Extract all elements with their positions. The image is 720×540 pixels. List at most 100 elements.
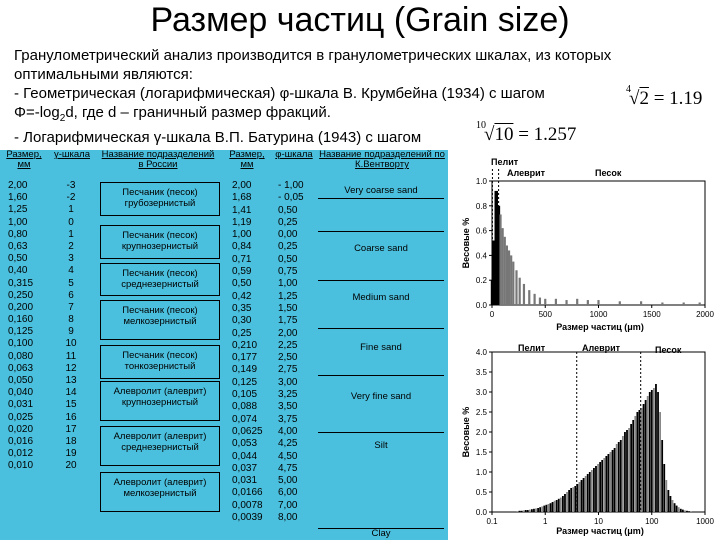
histogram-bar (520, 510, 523, 512)
histogram-bar (688, 511, 690, 512)
size-left-cell: 0,025 (8, 411, 34, 423)
histogram-bar (667, 490, 670, 512)
size-right-cell: 0,42 (232, 290, 252, 302)
gamma-cell: 16 (65, 411, 77, 423)
region-label-sand: Песок (595, 168, 622, 178)
histogram-bar (673, 503, 676, 512)
histogram-bar (582, 478, 585, 512)
size-right-cell: 0,0166 (232, 487, 263, 499)
gamma-cell: 14 (65, 387, 77, 399)
phi-cell: 3,50 (278, 401, 298, 413)
header-names-en: Название подразделений по К.Вентворту (319, 149, 445, 170)
histogram-bar (578, 482, 581, 512)
histogram-bar (507, 250, 511, 305)
histogram-bar (640, 408, 643, 512)
histogram-bar (568, 490, 571, 512)
histogram-bar (518, 510, 521, 512)
en-divider (318, 432, 444, 433)
en-label-clay: Clay (371, 528, 391, 539)
y-tick-label: 0.6 (476, 227, 488, 236)
histogram-bar (545, 504, 548, 512)
ru-group-line2: мелкозернистый (123, 316, 197, 327)
column-phi: - 1,00- 0,05 0,50 0,25 0,00 0,25 0,50 0,75 1,00… (278, 180, 304, 524)
intro-line-1: Гранулометрический анализ производится в… (14, 47, 612, 64)
histogram-bar (690, 511, 693, 512)
size-right-cell: 0,210 (232, 339, 258, 351)
phi-cell: 4,50 (278, 450, 298, 462)
phi-cell: 0,50 (278, 253, 298, 265)
phi-cell: 0,50 (278, 204, 298, 216)
phi-cell: 1,00 (278, 278, 298, 290)
size-left-cell: 1,60 (8, 192, 28, 204)
x-axis-label: Размер частиц (μm) (556, 322, 644, 332)
histogram-bar (574, 486, 577, 512)
x-tick-label: 1000 (696, 517, 714, 526)
histogram-bar (492, 240, 496, 305)
histogram-bar (503, 236, 506, 305)
x-tick-label: 1500 (643, 310, 661, 319)
region-label-silt: Алеврит (582, 343, 621, 353)
histogram-bar (533, 508, 535, 512)
y-tick-label: 2.0 (476, 428, 488, 437)
x-tick-label: 0.1 (486, 517, 498, 526)
histogram-bar (515, 270, 518, 305)
histogram-bar (551, 502, 554, 512)
histogram-bar (528, 509, 531, 512)
size-left-cell: 0,125 (8, 326, 34, 338)
column-gamma: -3 -2 1 0 1 2 3 4 5 6 7 8 9 10 11 12 13 14 15 16 17 18 19 20 (62, 180, 80, 473)
gamma-cell: 7 (68, 301, 74, 313)
en-label-very-fine-sand: Very fine sand (350, 391, 412, 402)
ru-group-line2: мелкозернистый (123, 488, 197, 499)
en-divider (318, 231, 444, 232)
phi-cell: 2,75 (278, 364, 298, 376)
histogram-bar (597, 300, 600, 305)
histogram-bar (584, 476, 587, 512)
ru-group-line1: Песчаник (песок) (122, 350, 198, 361)
size-left-cell: 0,080 (8, 350, 34, 362)
y-tick-label: 0.0 (476, 301, 488, 310)
histogram-bar (576, 298, 579, 305)
size-right-cell: 0,149 (232, 364, 258, 376)
phi-cell: 0,25 (278, 216, 298, 228)
histogram-bar (494, 190, 499, 305)
ru-group-box: Алевролит (алеврит) крупнозернистый (100, 381, 220, 421)
histogram-bar (698, 302, 701, 305)
ru-group-box: Песчаник (песок) грубозернистый (100, 182, 220, 216)
histogram-bar (615, 444, 618, 512)
x-tick-label: 1000 (590, 310, 608, 319)
histogram-bar (564, 494, 566, 512)
histogram-bar (516, 511, 519, 512)
histogram-bar (586, 300, 589, 305)
histogram-bar (544, 298, 547, 305)
histogram-bar (588, 472, 591, 512)
size-left-cell: 0,012 (8, 448, 34, 460)
histogram-bar (555, 500, 558, 512)
histogram-bar (557, 498, 560, 512)
phi-cell: 3,00 (278, 376, 298, 388)
histogram-bar (518, 277, 521, 305)
histogram-bar (576, 484, 579, 512)
y-axis-label: Весовые % (461, 218, 471, 269)
histogram-bar (626, 430, 628, 512)
histogram-bar (652, 388, 655, 512)
header-gamma: γ-шкала (53, 149, 90, 160)
gamma-cell: 17 (65, 423, 77, 435)
histogram-bar (538, 297, 542, 305)
ru-group-line1: Алевролит (алеврит) (113, 431, 207, 442)
intro-line-4: Φ=-log2d, где d – граничный размер фракц… (14, 103, 624, 128)
en-divider (318, 528, 444, 529)
size-right-cell: 1,19 (232, 216, 252, 228)
size-left-cell: 0,063 (8, 362, 34, 374)
size-left-cell: 0,50 (8, 253, 28, 265)
size-right-cell: 0,30 (232, 315, 252, 327)
y-tick-label: 1.0 (476, 468, 488, 477)
phi-cell: 3,25 (278, 389, 298, 401)
histogram-bar (632, 420, 635, 512)
ru-group-box: Песчаник (песок) среднезернистый (100, 263, 220, 296)
gamma-cell: 5 (68, 277, 74, 289)
histogram-bar (636, 412, 639, 512)
grain-size-histogram-linear: 0.0 0.2 0.4 0.6 0.8 1.0 0 500 1000 1500 2000 ПелитА… (461, 157, 714, 332)
histogram-bar (535, 508, 537, 512)
size-left-cell: 0,010 (8, 460, 34, 472)
histogram-bar (572, 487, 575, 512)
